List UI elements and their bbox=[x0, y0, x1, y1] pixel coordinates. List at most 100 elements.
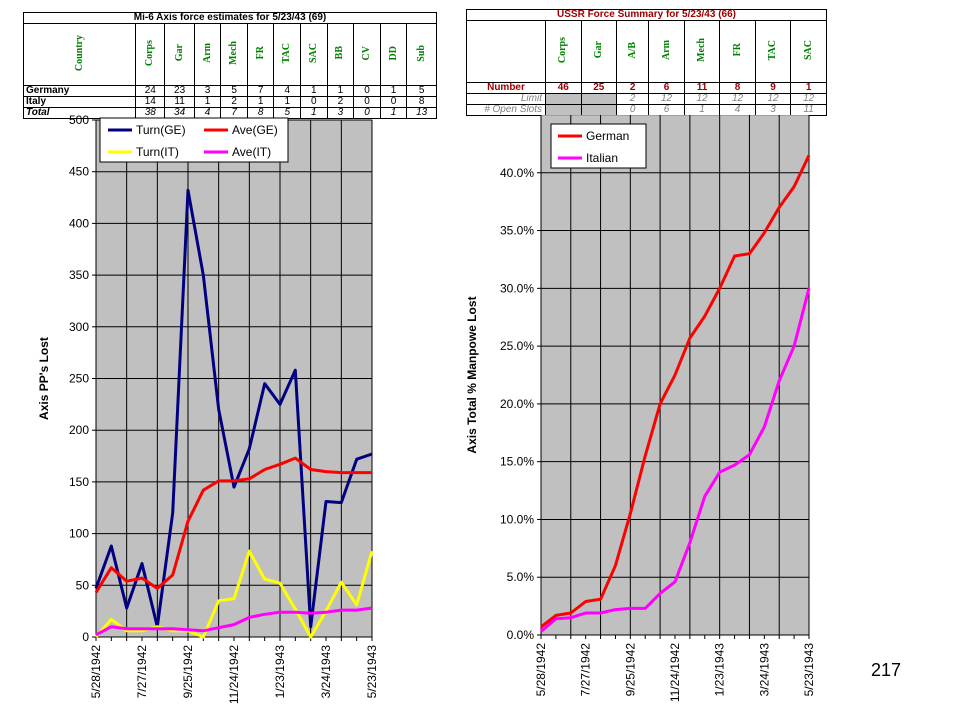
axis-cell: 1 bbox=[300, 85, 328, 97]
axis-cell: 3 bbox=[193, 85, 222, 97]
x-tick-label: 1/23/1943 bbox=[273, 645, 287, 699]
series-line-german bbox=[540, 154, 811, 629]
legend-label: Turn(GE) bbox=[136, 123, 186, 137]
x-tick-label: 11/24/1942 bbox=[668, 643, 682, 702]
axis-cell: 0 bbox=[353, 85, 381, 97]
axis-header-label: TAC bbox=[281, 42, 293, 64]
axis-manpower-lost-chart: 0.0% 5.0% 10.0% 15.0% 20.0% 25.0% 30.0% 35.0% 40… bbox=[465, 115, 816, 702]
y-tick-label: 350 bbox=[69, 268, 89, 282]
axis-cell: 2 bbox=[220, 96, 248, 108]
axis-cell: 0 bbox=[300, 96, 328, 108]
x-tick-label: 3/24/1943 bbox=[757, 643, 771, 697]
axis-cell: 2 bbox=[326, 96, 355, 108]
y-tick-label: 30.0% bbox=[500, 281, 534, 295]
ussr-header-label: Mech bbox=[696, 38, 708, 62]
y-tick-label: 300 bbox=[69, 320, 89, 334]
axis-header-label: Country bbox=[73, 34, 85, 72]
ussr-cell bbox=[580, 93, 618, 105]
ussr-cell: 3 bbox=[754, 104, 792, 116]
y-tick-label: 25.0% bbox=[500, 339, 534, 353]
ussr-header-label: TAC bbox=[767, 39, 779, 61]
axis-row-label: Total bbox=[22, 107, 137, 119]
axis-cell: 1 bbox=[300, 107, 328, 119]
axis-table-row: Italy 14 11 1 2 1 1 0 2 0 0 8 bbox=[22, 96, 437, 108]
ussr-cell: 12 bbox=[683, 93, 721, 105]
x-tick-label: 11/24/1942 bbox=[227, 645, 241, 704]
ussr-header-ab: A/B bbox=[616, 20, 650, 83]
ussr-cell: 1 bbox=[790, 82, 827, 94]
axis-header-tac: TAC bbox=[273, 23, 302, 86]
y-tick-label: 15.0% bbox=[500, 455, 534, 469]
axis-row-label: Germany bbox=[22, 85, 137, 97]
axis-header-bb: BB bbox=[326, 23, 355, 86]
x-tick-label: 9/25/1942 bbox=[181, 645, 195, 699]
axis-row-label: Italy bbox=[22, 96, 137, 108]
x-tick-label: 9/25/1942 bbox=[623, 643, 637, 697]
ussr-cell: 0 bbox=[616, 104, 650, 116]
axis-header-gar: Gar bbox=[164, 23, 195, 86]
axis-header-label: Arm bbox=[201, 43, 213, 63]
axis-cell: 1 bbox=[193, 96, 222, 108]
y-tick-label: 100 bbox=[69, 527, 89, 541]
axis-table-header: Country Corps Gar Arm Mech FR TAC SAC BB CV DD Sub bbox=[22, 23, 437, 86]
y-tick-label: 5.0% bbox=[507, 570, 535, 584]
y-tick-label: 250 bbox=[69, 372, 89, 386]
y-axis-label: Axis PP's Lost bbox=[37, 337, 51, 420]
x-tick-label: 5/23/1943 bbox=[365, 645, 379, 699]
ussr-cell: 6 bbox=[648, 82, 685, 94]
x-tick-label: 7/27/1942 bbox=[135, 645, 149, 699]
axis-table-row: Total 38 34 4 7 8 5 1 3 0 1 13 bbox=[22, 107, 437, 119]
y-tick-label: 500 bbox=[69, 115, 89, 127]
axis-header-label: BB bbox=[334, 46, 346, 60]
axis-cell: 14 bbox=[135, 96, 166, 108]
legend-label: German bbox=[586, 129, 629, 143]
axis-header-label: Gar bbox=[173, 44, 185, 62]
axis-header-fr: FR bbox=[246, 23, 275, 86]
ussr-header-tac: TAC bbox=[754, 20, 792, 83]
ussr-cell: 12 bbox=[790, 93, 827, 105]
axis-header-label: FR bbox=[254, 46, 266, 60]
y-tick-label: 0 bbox=[82, 630, 89, 644]
ussr-cell bbox=[545, 104, 582, 116]
series-line-italian bbox=[540, 287, 811, 633]
axis-cell: 5 bbox=[220, 85, 248, 97]
ussr-header-blank bbox=[466, 20, 546, 83]
y-tick-label: 20.0% bbox=[500, 397, 534, 411]
axis-cell: 0 bbox=[379, 96, 408, 108]
ussr-header-label: Gar bbox=[592, 41, 604, 59]
ussr-cell: 25 bbox=[580, 82, 618, 94]
axis-header-label: DD bbox=[387, 45, 399, 61]
axis-cell: 11 bbox=[164, 96, 195, 108]
y-tick-label: 10.0% bbox=[500, 512, 534, 526]
ussr-cell: 4 bbox=[719, 104, 756, 116]
ussr-table-row: # Open Slots 0 6 1 4 3 11 bbox=[466, 104, 827, 116]
axis-header-sub: Sub bbox=[406, 23, 437, 86]
ussr-cell: 12 bbox=[648, 93, 685, 105]
series-line-ave-ge bbox=[94, 456, 372, 594]
legend-label: Ave(IT) bbox=[232, 145, 271, 159]
axis-cell: 13 bbox=[406, 107, 437, 119]
page-number: 217 bbox=[871, 660, 902, 680]
ussr-header-corps: Corps bbox=[545, 20, 582, 83]
ussr-cell: 1 bbox=[683, 104, 721, 116]
series-line-ave-it bbox=[95, 606, 373, 637]
ussr-header-label: Corps bbox=[557, 36, 569, 64]
ussr-cell: 11 bbox=[683, 82, 721, 94]
x-tick-label: 5/28/1942 bbox=[534, 643, 548, 697]
axis-table-title: Mi-6 Axis force estimates for 5/23/43 (6… bbox=[23, 12, 437, 24]
y-tick-label: 50 bbox=[76, 578, 90, 592]
axis-header-country: Country bbox=[22, 23, 137, 86]
x-tick-label: 1/23/1943 bbox=[713, 643, 727, 697]
axis-table-row: Germany 24 23 3 5 7 4 1 1 0 1 5 bbox=[22, 85, 437, 97]
axis-force-table: Mi-6 Axis force estimates for 5/23/43 (6… bbox=[22, 12, 437, 119]
ussr-header-label: Arm bbox=[660, 40, 672, 60]
axis-cell: 8 bbox=[406, 96, 437, 108]
ussr-row-label: # Open Slots bbox=[466, 104, 546, 116]
legend-box bbox=[550, 123, 647, 169]
ussr-cell bbox=[545, 93, 582, 105]
x-tick-label: 7/27/1942 bbox=[579, 643, 593, 697]
y-axis-label: Axis Total % Manpowe Lost bbox=[465, 296, 479, 453]
axis-cell: 0 bbox=[353, 96, 381, 108]
legend-box bbox=[99, 117, 289, 163]
y-tick-label: 450 bbox=[69, 165, 89, 179]
